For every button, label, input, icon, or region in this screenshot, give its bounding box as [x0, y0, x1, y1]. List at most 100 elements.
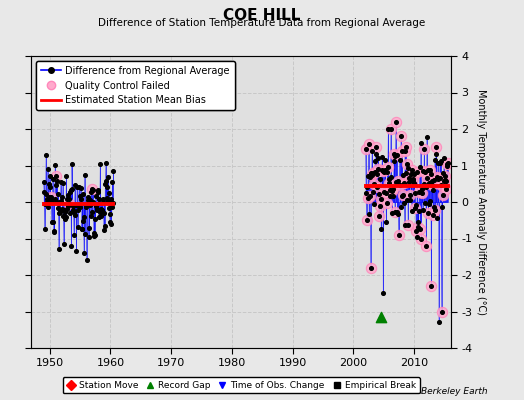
Point [442, 161, 451, 168]
Point [438, 308, 446, 315]
Point [66, 189, 74, 195]
Point [379, 168, 387, 174]
Point [432, 151, 440, 158]
Point [60, 206, 69, 213]
Point [109, 200, 117, 206]
Point [428, 182, 436, 189]
Point [366, 174, 374, 180]
Point [423, 134, 431, 140]
Point [51, 182, 60, 188]
Point [437, 157, 445, 164]
Point [56, 208, 64, 215]
Point [442, 161, 451, 168]
Point [50, 229, 58, 236]
Point [390, 150, 398, 157]
Point [90, 230, 99, 236]
Point [101, 180, 110, 187]
Point [383, 200, 391, 206]
Point [421, 200, 429, 206]
Point [440, 173, 449, 180]
Point [385, 179, 393, 186]
Point [377, 226, 386, 232]
Point [389, 186, 397, 192]
Point [77, 184, 85, 191]
Point [390, 150, 398, 157]
Point [400, 222, 409, 228]
Point [94, 187, 102, 193]
Point [420, 181, 428, 187]
Point [103, 184, 112, 190]
Point [103, 195, 111, 201]
Text: COE HILL: COE HILL [223, 8, 301, 23]
Point [64, 201, 73, 208]
Point [97, 206, 105, 212]
Y-axis label: Monthly Temperature Anomaly Difference (°C): Monthly Temperature Anomaly Difference (… [476, 89, 486, 315]
Point [379, 189, 388, 196]
Point [363, 184, 372, 190]
Point [436, 160, 444, 166]
Point [79, 190, 87, 197]
Point [88, 208, 96, 215]
Point [441, 186, 450, 192]
Point [44, 204, 52, 210]
Point [70, 209, 79, 215]
Point [391, 208, 399, 215]
Point [401, 148, 409, 154]
Point [50, 228, 58, 234]
Point [374, 166, 382, 172]
Point [429, 186, 437, 193]
Point [45, 181, 53, 187]
Point [407, 177, 416, 183]
Point [423, 175, 432, 182]
Point [408, 208, 416, 214]
Point [81, 231, 89, 238]
Point [92, 203, 101, 209]
Point [374, 155, 383, 161]
Point [362, 145, 370, 152]
Point [57, 179, 65, 186]
Point [62, 214, 70, 220]
Point [48, 219, 56, 226]
Point [102, 160, 110, 166]
Point [412, 228, 420, 234]
Point [406, 197, 414, 204]
Point [413, 168, 421, 175]
Point [61, 209, 70, 215]
Point [439, 192, 447, 198]
Point [362, 145, 370, 152]
Point [397, 193, 406, 199]
Point [93, 206, 102, 212]
Point [65, 196, 73, 202]
Point [394, 208, 402, 215]
Point [416, 226, 424, 232]
Point [381, 190, 390, 196]
Point [101, 222, 109, 229]
Point [410, 190, 419, 196]
Point [67, 242, 75, 249]
Point [424, 210, 432, 216]
Point [371, 158, 379, 165]
Point [402, 197, 411, 203]
Point [431, 156, 439, 163]
Point [386, 193, 395, 199]
Point [397, 133, 405, 140]
Point [407, 171, 415, 178]
Point [398, 172, 407, 178]
Point [58, 194, 66, 200]
Point [418, 190, 427, 196]
Point [398, 148, 406, 154]
Point [443, 160, 452, 166]
Point [418, 190, 427, 196]
Point [400, 180, 408, 186]
Point [67, 187, 75, 193]
Point [97, 206, 106, 213]
Point [64, 203, 73, 210]
Point [422, 183, 430, 190]
Point [376, 202, 384, 209]
Point [392, 118, 400, 125]
Point [86, 213, 95, 220]
Point [432, 144, 441, 150]
Point [434, 176, 443, 182]
Point [378, 154, 387, 161]
Point [98, 208, 106, 214]
